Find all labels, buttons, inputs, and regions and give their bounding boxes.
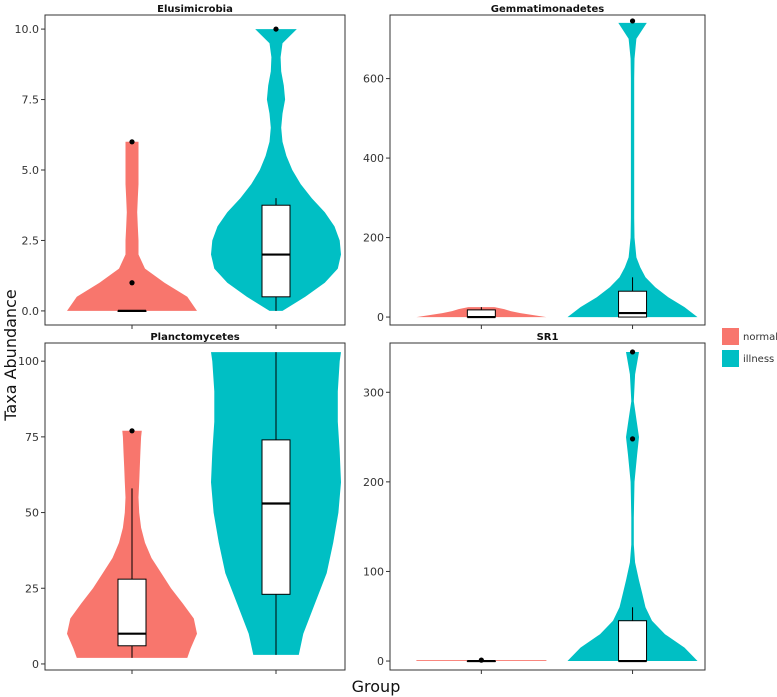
outlier-point — [129, 139, 135, 145]
violin-illness — [567, 22, 698, 318]
y-tick-label: 100 — [18, 355, 39, 368]
y-tick-label: 7.5 — [22, 94, 40, 107]
x-axis-title: Group — [352, 677, 401, 696]
outlier-point — [129, 280, 135, 286]
outlier-point — [629, 349, 636, 355]
violin-illness — [567, 352, 698, 661]
violin-illness — [211, 29, 341, 311]
y-tick-label: 10.0 — [15, 23, 40, 36]
panel-frame — [389, 342, 706, 671]
y-tick-label: 600 — [363, 73, 384, 86]
panel-title: Planctomycetes — [150, 332, 239, 343]
panel-frame — [389, 14, 706, 326]
group-illness — [567, 349, 698, 674]
box — [117, 578, 147, 647]
group-normal — [67, 139, 197, 329]
panel-elusimicrobia: Elusimicrobia 0.0 2.5 5.0 7.5 10.0 — [15, 4, 346, 329]
outlier-point — [273, 26, 279, 32]
group-normal — [67, 428, 197, 674]
y-tick-label: 25 — [25, 582, 39, 595]
panel-sr1: SR1 0 100 200 300 — [363, 332, 706, 674]
y-tick-label: 0 — [32, 658, 39, 671]
y-tick-label: 0.0 — [22, 305, 40, 318]
y-tick-label: 300 — [363, 386, 384, 399]
violin-normal — [67, 141, 197, 311]
legend-key-illness — [722, 350, 739, 367]
panel-title: Gemmatimonadetes — [491, 4, 604, 15]
outlier-point — [629, 436, 636, 442]
group-normal — [416, 657, 547, 674]
group-normal — [416, 307, 547, 329]
legend: normal illness — [722, 328, 777, 367]
box — [261, 204, 291, 298]
y-tick-label: 50 — [25, 507, 39, 520]
y-tick-label: 0 — [377, 311, 384, 324]
group-illness — [567, 18, 698, 329]
legend-key-normal — [722, 328, 739, 345]
y-tick-label: 2.5 — [22, 234, 40, 247]
legend-label-normal: normal — [743, 332, 777, 343]
panel-title: Elusimicrobia — [157, 4, 233, 15]
group-illness — [211, 352, 341, 674]
outlier-point — [129, 428, 135, 434]
y-axis-title: Taxa Abundance — [1, 289, 20, 421]
outlier-point — [629, 18, 636, 24]
box — [261, 439, 291, 595]
y-tick-label: 200 — [363, 476, 384, 489]
y-tick-label: 400 — [363, 152, 384, 165]
panel-planctomycetes: Planctomycetes 0 25 50 75 100 — [18, 332, 346, 674]
y-tick-label: 75 — [25, 431, 39, 444]
y-tick-label: 5.0 — [22, 164, 40, 177]
panel-gemmatimonadetes: Gemmatimonadetes 0 200 400 600 — [363, 4, 706, 329]
legend-label-illness: illness — [743, 354, 774, 365]
y-tick-label: 100 — [363, 565, 384, 578]
outlier-point — [478, 657, 484, 663]
y-tick-label: 200 — [363, 232, 384, 245]
y-tick-label: 0 — [377, 655, 384, 668]
panels: Elusimicrobia 0.0 2.5 5.0 7.5 10.0 Gemmatimona… — [15, 4, 706, 674]
group-illness — [211, 26, 341, 329]
panel-title: SR1 — [537, 332, 559, 343]
box — [618, 620, 648, 662]
